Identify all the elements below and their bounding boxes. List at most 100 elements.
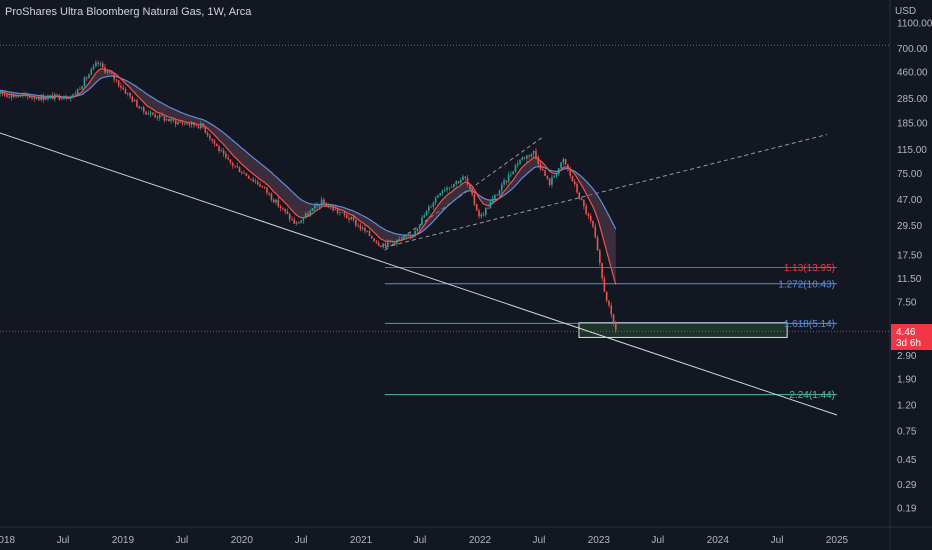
candle-body <box>592 220 594 227</box>
candle <box>585 203 587 216</box>
candle <box>76 88 79 95</box>
candle-body <box>300 220 302 224</box>
candle <box>576 181 578 194</box>
candle-body <box>81 86 83 90</box>
candle-body <box>206 132 209 136</box>
candle-body <box>252 179 255 182</box>
dashed-trendline-lower[interactable] <box>384 136 544 251</box>
candle-body <box>393 241 396 244</box>
fast-moving-average[interactable] <box>0 68 617 285</box>
candle <box>24 91 26 98</box>
candle-body <box>85 77 88 79</box>
candle-body <box>1 91 4 95</box>
candle <box>234 165 236 169</box>
price-axis[interactable]: 1100.00 700.00 460.00 285.00 185.00 115.00 75.… <box>897 19 932 515</box>
candle-body <box>469 184 471 189</box>
candle-body <box>478 210 480 217</box>
candle-body <box>199 123 202 129</box>
candle-body <box>67 98 70 100</box>
candle-body <box>145 111 147 115</box>
price-tick-label: 115.00 <box>897 145 927 156</box>
candle <box>211 138 213 144</box>
candle-body <box>343 212 346 215</box>
candle <box>288 212 291 223</box>
candle-body <box>158 114 161 118</box>
candle-body <box>514 165 517 172</box>
candle-body <box>47 96 49 100</box>
candle <box>250 178 252 181</box>
candle-body <box>172 118 175 121</box>
time-tick-label: 2019 <box>112 535 135 546</box>
candle-body <box>528 155 530 157</box>
candle <box>453 183 455 189</box>
candle <box>323 197 325 204</box>
support-zone-box[interactable] <box>578 322 788 338</box>
candle <box>341 211 343 214</box>
candle-body <box>555 174 558 177</box>
candle <box>142 105 145 115</box>
price-tick-label: 185.00 <box>897 118 928 129</box>
candle <box>1 90 4 96</box>
candle-body <box>494 195 496 199</box>
price-tick-label: 47.00 <box>897 195 922 206</box>
candle <box>136 98 138 108</box>
candle <box>489 200 492 209</box>
time-axis[interactable]: 2018 Jul 2019 Jul 2020 Jul 2021 Jul 2022 Jul 2023 J… <box>0 535 849 546</box>
dashed-trendline-upper[interactable] <box>384 134 828 248</box>
candle-body <box>272 199 275 203</box>
candle <box>302 217 305 224</box>
candle-body <box>357 225 359 227</box>
candle-body <box>612 314 615 323</box>
last-price-value: 4.46 <box>896 327 916 338</box>
candle-body <box>398 238 400 240</box>
candle-body <box>439 193 442 196</box>
candle <box>580 196 583 201</box>
candle-body <box>90 69 93 75</box>
candle <box>225 151 227 160</box>
descending-trendline[interactable] <box>0 131 838 416</box>
candle-body <box>161 114 163 117</box>
candle-body <box>480 214 483 217</box>
candle <box>12 93 15 99</box>
candle-body <box>104 67 106 73</box>
candle-body <box>142 107 145 112</box>
candle <box>423 213 426 218</box>
candle <box>215 143 218 147</box>
candle-body <box>532 150 535 154</box>
time-tick-label: 2021 <box>350 535 373 546</box>
candle-body <box>434 197 437 203</box>
candle <box>168 118 170 122</box>
candle-body <box>147 113 150 115</box>
candle <box>298 220 300 224</box>
candle <box>421 215 423 227</box>
candle-body <box>345 214 348 218</box>
candle-body <box>437 195 439 198</box>
candle-body <box>181 122 184 124</box>
candle <box>272 198 275 204</box>
candle-body <box>587 213 590 216</box>
candle <box>19 94 22 98</box>
candle-body <box>510 174 512 175</box>
candle <box>370 235 373 240</box>
candle-body <box>496 195 499 196</box>
candle <box>72 93 74 99</box>
candle <box>396 239 398 247</box>
candle <box>437 194 439 198</box>
candle-body <box>605 291 608 301</box>
candle <box>44 95 47 101</box>
candle-body <box>466 177 469 185</box>
candle <box>117 79 120 88</box>
candle-body <box>407 235 410 237</box>
candle <box>97 60 99 67</box>
candle <box>67 97 70 100</box>
candle-body <box>209 135 211 139</box>
candle-body <box>83 77 86 87</box>
candle-body <box>286 211 289 214</box>
candle-body <box>220 150 223 152</box>
candle-body <box>523 157 526 159</box>
slow-moving-average[interactable] <box>0 75 617 236</box>
candle <box>443 187 446 193</box>
candle <box>56 93 58 97</box>
candle <box>386 239 389 248</box>
